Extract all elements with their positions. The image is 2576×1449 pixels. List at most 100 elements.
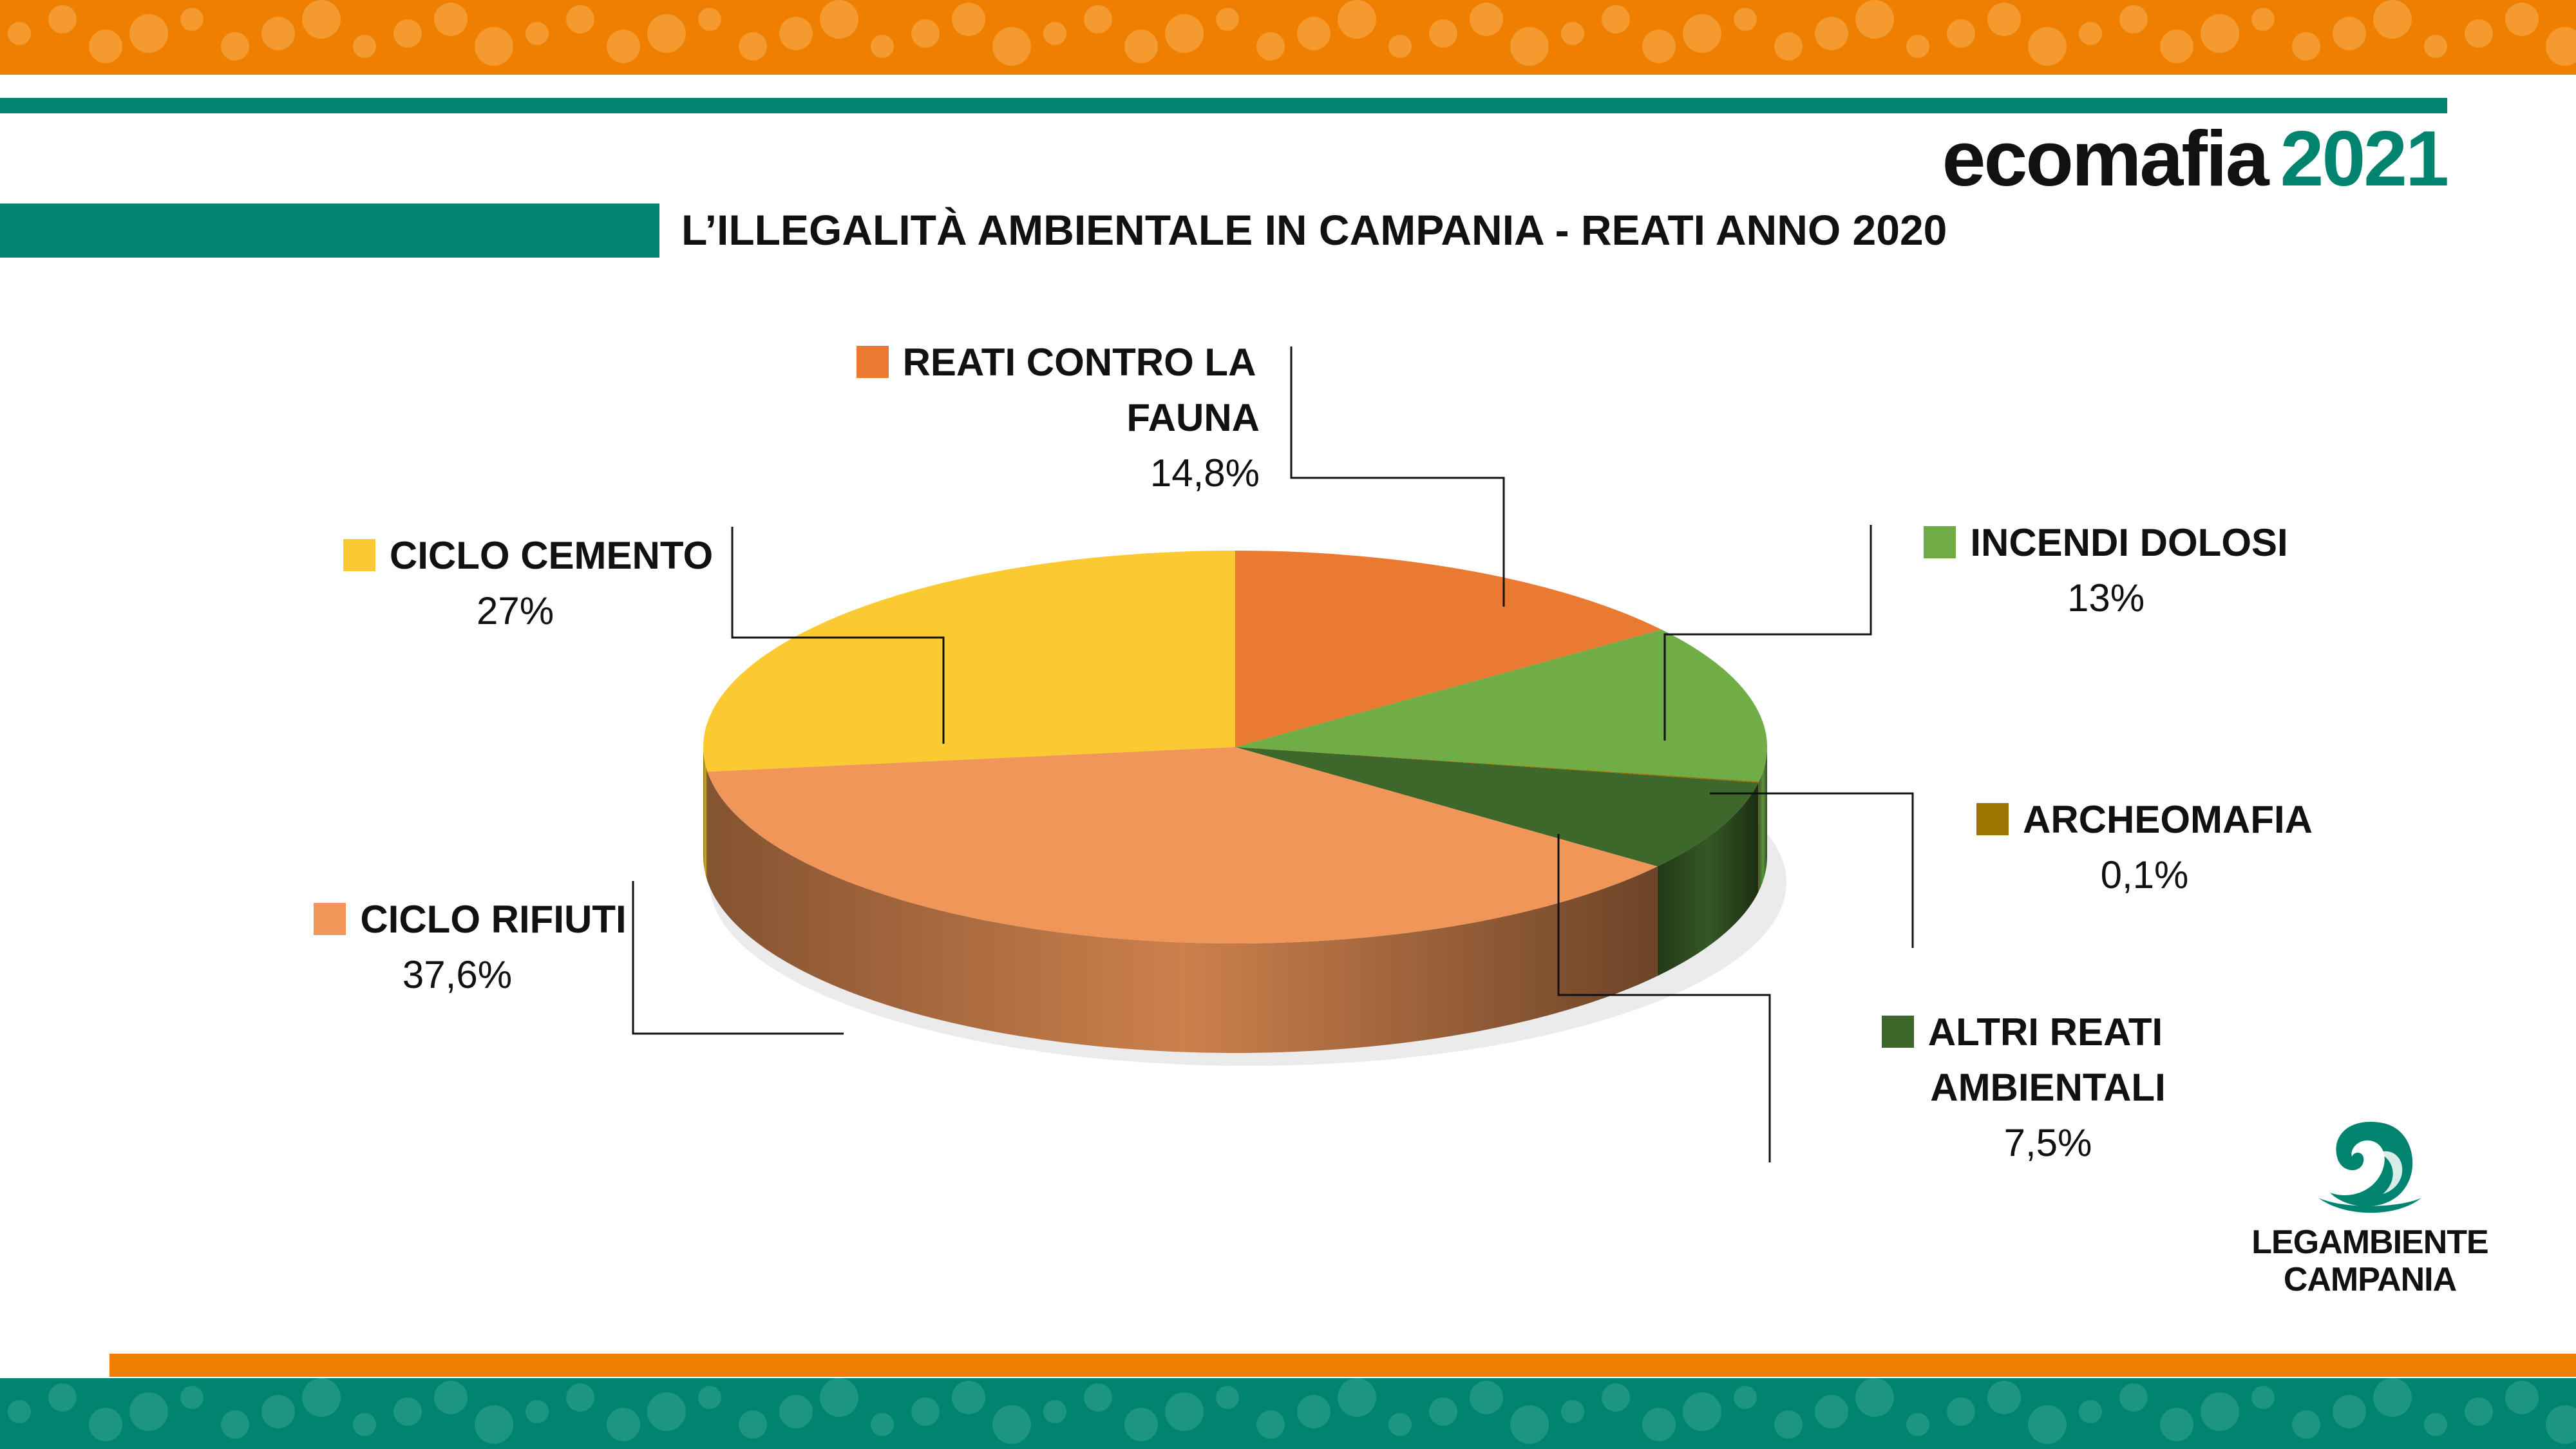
- pattern-dot: [2251, 8, 2275, 31]
- slice-percent: 37,6%: [402, 953, 513, 996]
- logo-year: 2021: [2280, 115, 2449, 202]
- leader-line-incendi-dolosi: [1663, 525, 1872, 741]
- pattern-dot: [1602, 1383, 1630, 1412]
- pattern-dot: [526, 22, 549, 45]
- pattern-dot: [1947, 19, 1975, 48]
- header-rule: [0, 98, 2447, 113]
- pattern-dot: [8, 1400, 31, 1423]
- pattern-dot: [1165, 14, 1204, 53]
- label-archeomafia: ARCHEOMAFIA 0,1%: [1919, 792, 2370, 903]
- pattern-dot: [607, 30, 640, 63]
- pattern-dot: [1855, 1378, 1894, 1417]
- pattern-dot: [2292, 32, 2320, 61]
- legend-swatch: [1881, 1016, 1914, 1048]
- pattern-dot: [1561, 22, 1584, 45]
- pattern-dot: [1947, 1397, 1975, 1426]
- pattern-dot: [2333, 1395, 2366, 1428]
- slice-name: CICLO CEMENTO: [389, 534, 714, 577]
- swan-icon: [2318, 1122, 2421, 1213]
- pattern-dot: [952, 3, 985, 36]
- pattern-dot: [820, 0, 858, 39]
- brand-name-line1: LEGAMBIENTE: [2251, 1224, 2488, 1261]
- pie-wall-ciclo-cemento: [703, 747, 708, 882]
- pattern-dot: [1084, 5, 1112, 33]
- pie-slice-archeomafia: [1235, 747, 1759, 783]
- pattern-dot: [1987, 1381, 2021, 1414]
- slice-name-line1: ALTRI REATI: [1927, 1010, 2163, 1054]
- label-altri-reati-ambientali: ALTRI REATI AMBIENTALI 7,5%: [1752, 1005, 2293, 1171]
- footer-rule: [109, 1354, 2576, 1377]
- leader-line-altri-reati-ambientali: [1557, 834, 1771, 1162]
- pattern-dot: [2546, 1405, 2576, 1444]
- slice-name-line2: AMBIENTALI: [1930, 1066, 2166, 1109]
- leader-line-ciclo-rifiuti: [632, 881, 844, 1035]
- pie-slice-incendi-dolosi: [1235, 629, 1768, 782]
- pattern-dot: [2373, 0, 2412, 39]
- pattern-dot: [566, 5, 594, 33]
- slice-name: ARCHEOMAFIA: [2023, 798, 2313, 841]
- pattern-dot: [353, 35, 376, 58]
- pattern-dot: [2079, 22, 2102, 45]
- pie-slice-reati-contro-la-fauna: [1235, 551, 1662, 747]
- slice-percent: 14,8%: [1150, 451, 1260, 495]
- pattern-dot: [2292, 1410, 2320, 1439]
- brand-name-line2: CAMPANIA: [2283, 1261, 2457, 1298]
- pattern-dot: [992, 1405, 1031, 1444]
- label-ciclo-rifiuti: CICLO RIFIUTI 37,6%: [245, 892, 696, 1003]
- pattern-dot: [1510, 1405, 1549, 1444]
- pattern-dot: [607, 1408, 640, 1441]
- slice-name-line2: FAUNA: [1126, 396, 1260, 439]
- legend-swatch: [1924, 526, 1956, 558]
- top-decorative-band: [0, 0, 2576, 75]
- pattern-dot: [871, 35, 894, 58]
- pattern-dot: [1774, 1410, 1803, 1439]
- pattern-dot: [1429, 1397, 1457, 1426]
- pattern-dot: [1256, 1410, 1285, 1439]
- pattern-dot: [698, 1386, 721, 1409]
- pattern-dot: [48, 5, 77, 33]
- pattern-dot: [2201, 1392, 2239, 1431]
- pattern-dot: [2505, 1381, 2539, 1414]
- pattern-dot: [2251, 1386, 2275, 1409]
- pattern-dot: [1510, 27, 1549, 66]
- pattern-dot: [2333, 17, 2366, 50]
- logo-word: ecomafia: [1942, 115, 2269, 202]
- pattern-dot: [393, 19, 422, 48]
- pattern-dot: [48, 1383, 77, 1412]
- leader-line-archeomafia: [1710, 792, 1914, 948]
- pattern-dot: [1602, 5, 1630, 33]
- pattern-dot: [1084, 1383, 1112, 1412]
- pattern-dot: [261, 17, 295, 50]
- pattern-dot: [2160, 1408, 2193, 1441]
- pattern-dot: [820, 1378, 858, 1417]
- pattern-dot: [180, 8, 204, 31]
- pattern-dot: [1815, 17, 1848, 50]
- legend-swatch: [856, 346, 889, 378]
- legend-swatch: [1976, 803, 2009, 835]
- pattern-dot: [1683, 1392, 1721, 1431]
- pattern-dot: [1043, 22, 1066, 45]
- slice-percent: 13%: [2067, 576, 2145, 620]
- slice-percent: 0,1%: [2100, 853, 2189, 896]
- pattern-dot: [1165, 1392, 1204, 1431]
- pattern-dot: [1906, 1413, 1929, 1436]
- pattern-dot: [1734, 1386, 1757, 1409]
- legend-swatch: [343, 539, 375, 571]
- legambiente-logo: LEGAMBIENTE CAMPANIA: [2235, 1114, 2505, 1298]
- band-dot-pattern: [8, 0, 2576, 66]
- pattern-dot: [302, 1378, 341, 1417]
- pattern-dot: [2373, 1378, 2412, 1417]
- pattern-dot: [129, 14, 168, 53]
- pattern-dot: [353, 1413, 376, 1436]
- pattern-dot: [1388, 1413, 1412, 1436]
- pattern-dot: [475, 27, 513, 66]
- pattern-dot: [1338, 1378, 1376, 1417]
- pattern-dot: [475, 1405, 513, 1444]
- label-incendi-dolosi: INCENDI DOLOSI 13%: [1880, 515, 2331, 626]
- pattern-dot: [647, 14, 686, 53]
- pattern-dot: [2424, 1413, 2447, 1436]
- pattern-dot: [2160, 30, 2193, 63]
- pattern-dot: [992, 27, 1031, 66]
- pattern-dot: [1216, 8, 1239, 31]
